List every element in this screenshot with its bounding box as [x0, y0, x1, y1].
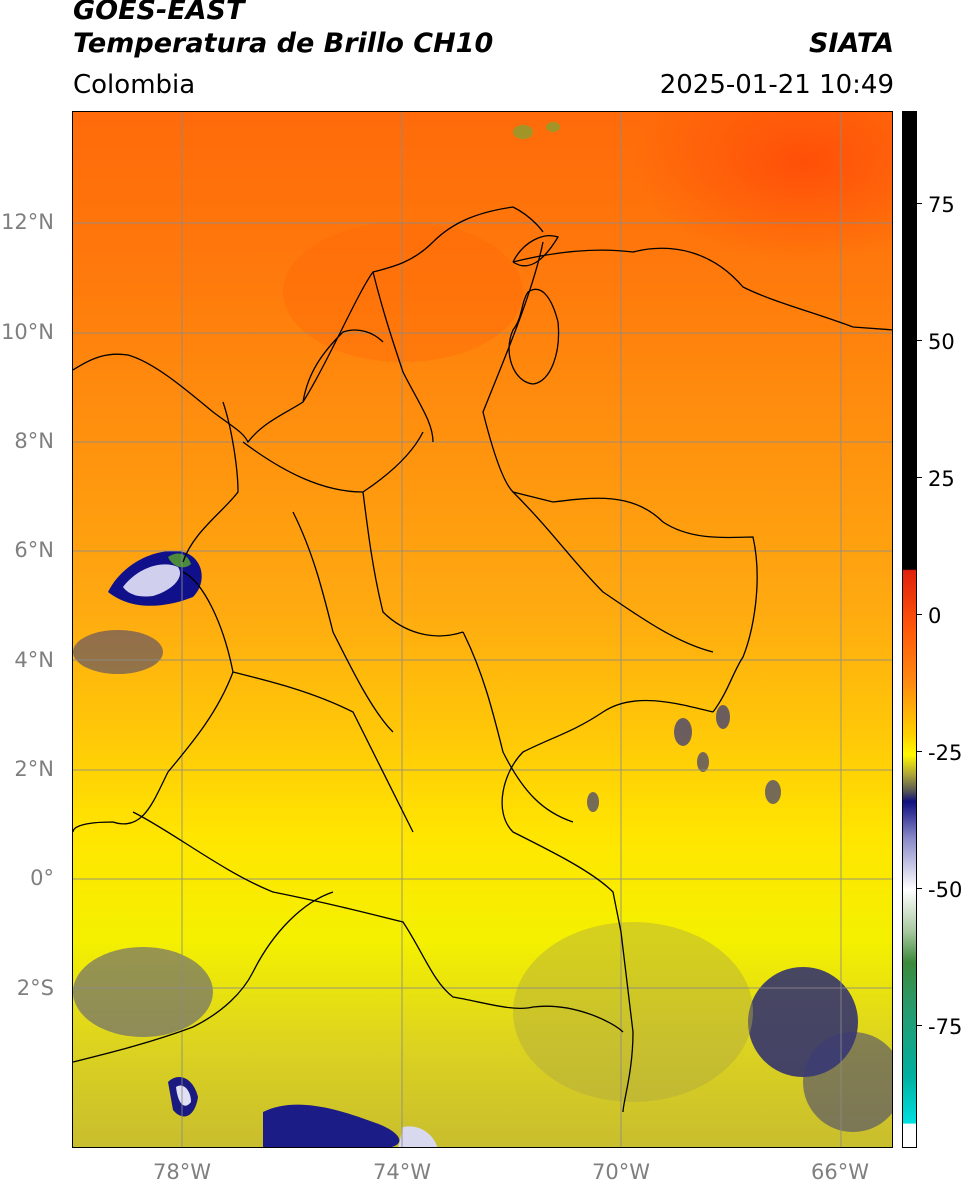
cloud-south-haze [513, 922, 753, 1102]
lat-label-2n: 2°N [14, 757, 54, 781]
cloud-east-streak-1 [674, 718, 692, 746]
warm-patch-northeast [633, 112, 892, 262]
border-colombia-venezuela [482, 241, 758, 713]
coastline-caribbean [73, 206, 544, 444]
cloud-east-streak-4 [765, 780, 781, 804]
region-label: Colombia [73, 70, 196, 100]
dept-6 [372, 271, 434, 443]
cold-cloud-areas [73, 122, 892, 1147]
lat-label-0: 0° [30, 866, 54, 890]
lat-label-12n: 12°N [1, 210, 54, 234]
dept-7 [302, 329, 384, 403]
colorbar-tick-mark [917, 1025, 922, 1026]
dept-1 [242, 431, 424, 493]
dept-8 [512, 491, 714, 653]
lat-label-10n: 10°N [1, 320, 54, 344]
colorbar-tick-neg50: -50 [928, 878, 963, 902]
coastline-guajira [512, 235, 559, 267]
cloud-east-streak-5 [587, 792, 599, 812]
colorbar-tick-50: 50 [928, 330, 955, 354]
colorbar-tick-mark [917, 340, 922, 341]
timestamp-label: 2025-01-21 10:49 [659, 70, 894, 100]
colorbar [902, 111, 917, 1148]
border-colombia-brazil [501, 699, 714, 1113]
coastline-venezuela [512, 247, 892, 331]
product-title: Temperatura de Brillo CH10 [73, 28, 494, 59]
dept-2 [362, 491, 464, 637]
border-panama [182, 401, 239, 563]
cloud-south-1 [263, 1104, 400, 1147]
colorbar-tick-75: 75 [928, 193, 955, 217]
cloud-south-1-core [398, 1126, 438, 1147]
colorbar-tick-mark [917, 614, 922, 615]
lat-label-2s: 2°S [16, 976, 54, 1000]
lat-label-6n: 6°N [14, 538, 54, 562]
colorbar-tick-25: 25 [928, 467, 955, 491]
lat-label-4n: 4°N [14, 648, 54, 672]
colorbar-tick-mark [917, 888, 922, 889]
border-colombia-ecuador-peru [132, 811, 624, 1033]
lon-label-74w: 74°W [373, 1160, 431, 1184]
cloud-east-streak-3 [697, 752, 709, 772]
lon-label-78w: 78°W [153, 1160, 211, 1184]
cloud-pacific-south [73, 630, 163, 674]
lake-maracaibo [508, 288, 560, 385]
border-peru-coast [73, 891, 334, 1063]
colorbar-tick-neg75: -75 [928, 1015, 963, 1039]
cloud-north-cluster-2 [546, 122, 560, 132]
colorbar-tick-mark [917, 203, 922, 204]
colorbar-tick-0: 0 [928, 604, 942, 628]
map-background [73, 112, 892, 1147]
satellite-title: GOES-EAST [73, 0, 245, 26]
cloud-east-haze [803, 1032, 892, 1132]
warm-patch-north [283, 222, 523, 362]
cloud-sw-2-core [176, 1085, 191, 1106]
colorbar-tick-mark [917, 751, 922, 752]
lat-label-8n: 8°N [14, 429, 54, 453]
cloud-sw-1 [73, 947, 213, 1037]
lon-label-66w: 66°W [811, 1160, 869, 1184]
country-borders [73, 206, 892, 1113]
gridlines [73, 112, 892, 1147]
colorbar-tick-mark [917, 477, 922, 478]
lon-label-70w: 70°W [592, 1160, 650, 1184]
dept-5 [462, 631, 574, 823]
dept-3 [292, 511, 394, 733]
cloud-pacific-core [123, 564, 181, 597]
cloud-east-streak-2 [716, 705, 730, 729]
colorbar-tick-neg25: -25 [928, 741, 963, 765]
dept-4 [232, 671, 414, 833]
brightness-temperature-map [72, 111, 893, 1148]
organization-label: SIATA [808, 28, 894, 59]
coastline-pacific [73, 571, 234, 833]
cloud-north-cluster-1 [513, 125, 533, 139]
